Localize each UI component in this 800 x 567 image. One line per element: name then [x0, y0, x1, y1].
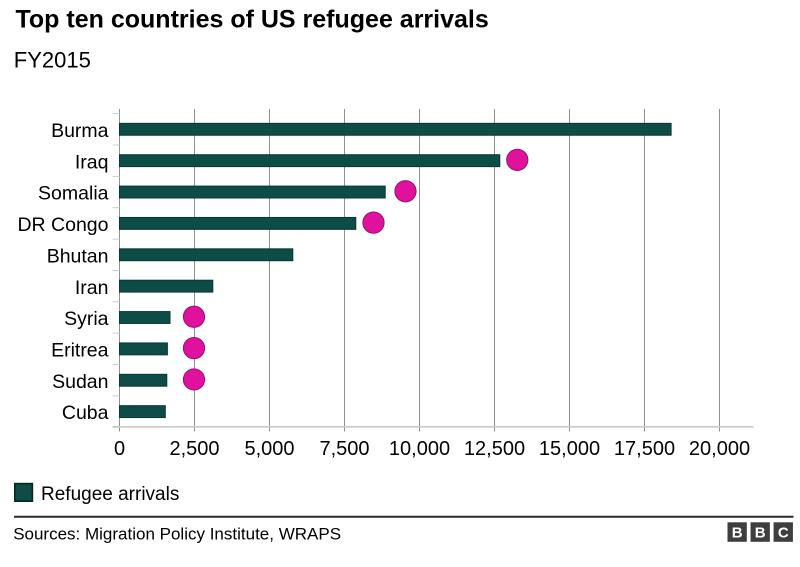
svg-text:Burma: Burma [51, 120, 109, 142]
svg-text:2,500: 2,500 [169, 438, 219, 460]
svg-text:B: B [732, 525, 743, 542]
svg-text:Syria: Syria [64, 308, 109, 330]
svg-text:7,500: 7,500 [319, 438, 369, 460]
svg-text:Top ten countries of US refuge: Top ten countries of US refugee arrivals [16, 6, 489, 34]
svg-text:C: C [778, 525, 789, 542]
svg-text:B: B [755, 525, 766, 542]
svg-text:Eritrea: Eritrea [51, 339, 109, 361]
svg-text:20,000: 20,000 [689, 438, 750, 460]
svg-text:Sudan: Sudan [52, 371, 108, 393]
svg-text:FY2015: FY2015 [14, 47, 91, 72]
svg-text:Iran: Iran [75, 277, 109, 299]
svg-text:Bhutan: Bhutan [47, 245, 109, 267]
svg-text:Sources: Migration Policy Inst: Sources: Migration Policy Institute, WRA… [13, 524, 341, 543]
svg-text:15,000: 15,000 [539, 438, 600, 460]
svg-text:0: 0 [114, 438, 125, 460]
svg-text:Cuba: Cuba [62, 402, 109, 424]
svg-text:12,500: 12,500 [464, 438, 525, 460]
svg-text:DR Congo: DR Congo [17, 214, 108, 236]
svg-text:17,500: 17,500 [614, 438, 675, 460]
svg-text:Refugee arrivals: Refugee arrivals [41, 484, 179, 505]
svg-text:Iraq: Iraq [75, 151, 109, 173]
svg-text:10,000: 10,000 [389, 438, 450, 460]
svg-text:5,000: 5,000 [244, 438, 294, 460]
svg-text:Somalia: Somalia [38, 183, 109, 205]
